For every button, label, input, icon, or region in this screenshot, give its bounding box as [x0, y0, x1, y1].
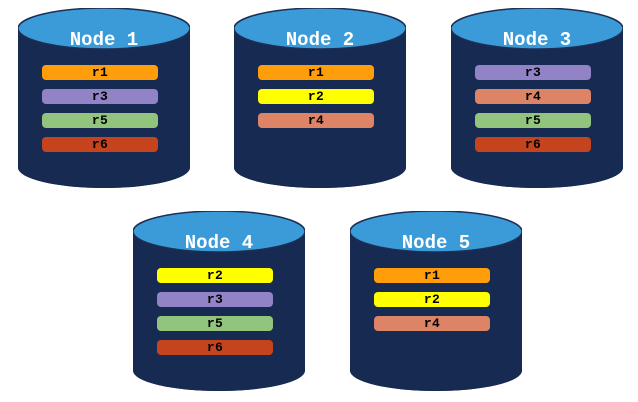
svg-text:Node 5: Node 5 — [402, 232, 470, 254]
svg-text:Node 3: Node 3 — [503, 29, 571, 51]
svg-text:Node 2: Node 2 — [286, 29, 354, 51]
svg-text:Node 1: Node 1 — [70, 29, 138, 51]
svg-text:Node 4: Node 4 — [185, 232, 253, 254]
